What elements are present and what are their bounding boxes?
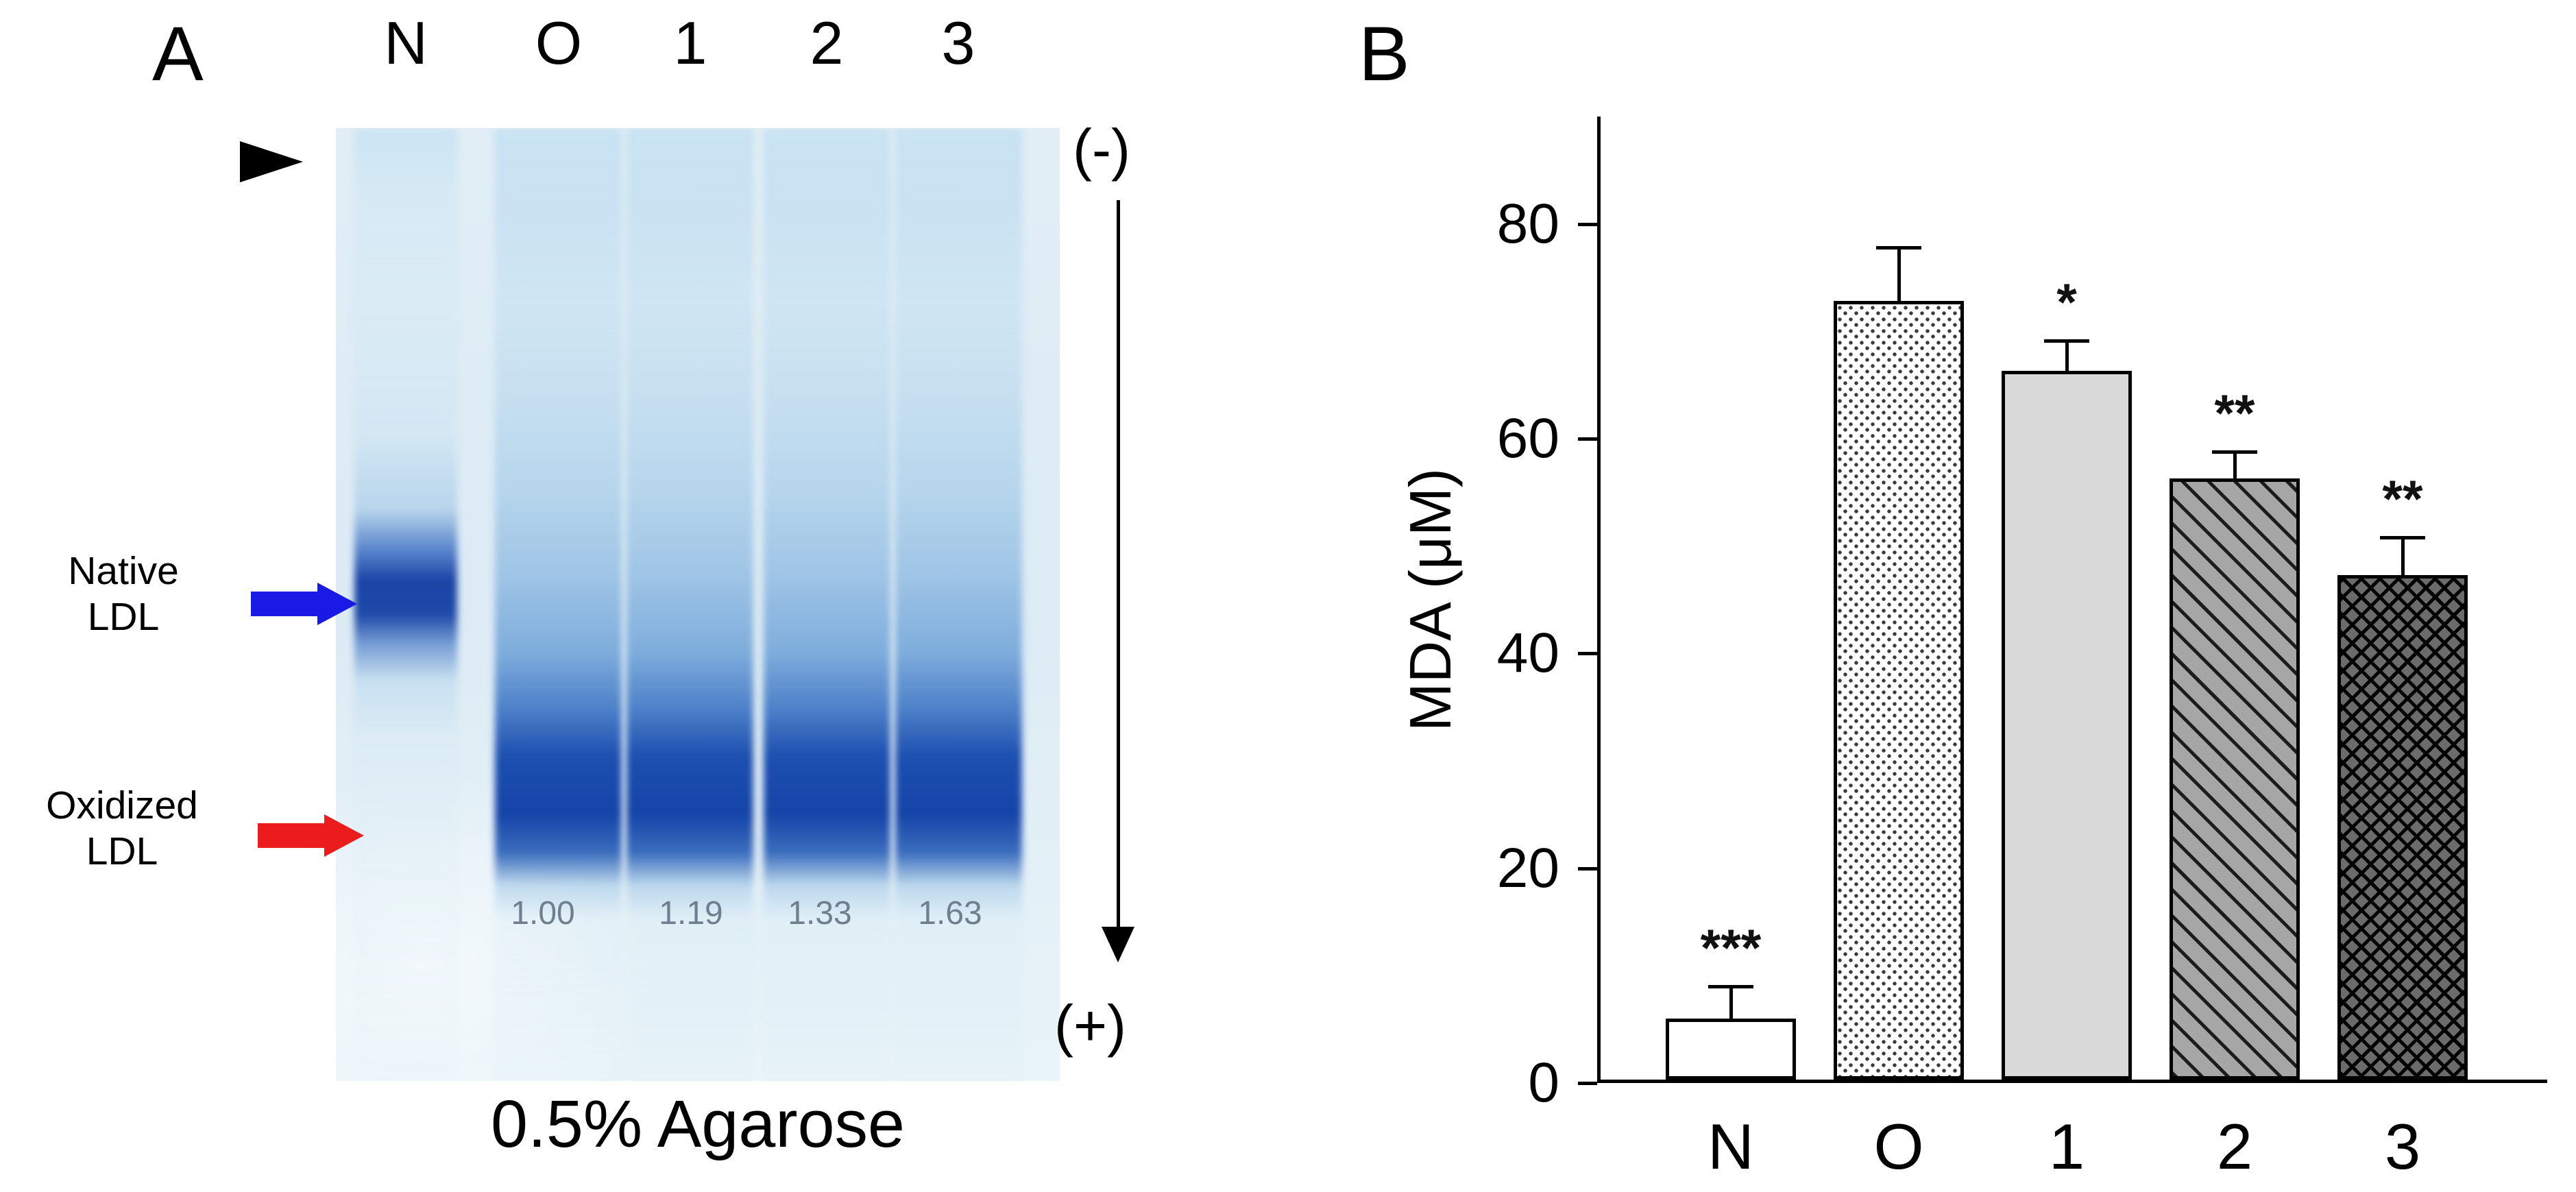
y-tick-mark: [1578, 652, 1597, 656]
gel-lane-1: [627, 128, 753, 1081]
error-bar-cap: [2044, 339, 2089, 343]
gel-lane-n: [354, 128, 457, 1081]
bar-chart: 0 20 40 60 80 *** N O * 1 ** 2 ** 3: [1497, 117, 2547, 1182]
y-axis-label: MDA (μM): [1398, 467, 1463, 732]
x-tick-label: 1: [2048, 1110, 2085, 1182]
lane-label-2: 2: [810, 9, 844, 77]
error-bar-cap: [1708, 984, 1753, 988]
lane-label-1: 1: [673, 9, 707, 77]
native-ldl-label: Native LDL: [68, 549, 179, 639]
error-bar: [2401, 537, 2405, 577]
gel-lane-o: [495, 128, 622, 1081]
significance-label: **: [2214, 384, 2255, 443]
gel-caption: 0.5% Agarose: [491, 1086, 905, 1161]
significance-label: ***: [1700, 919, 1762, 977]
x-tick-label: O: [1873, 1110, 1924, 1182]
lane-label-n: N: [384, 9, 428, 77]
rem-value: 1.33: [788, 895, 852, 932]
rem-value: 1.19: [659, 895, 723, 932]
bar-o: [1834, 301, 1964, 1080]
error-bar-cap: [1876, 245, 1921, 250]
y-tick-mark: [1578, 866, 1597, 871]
lane-label-o: O: [535, 9, 583, 77]
electrode-negative-label: (-): [1073, 117, 1130, 182]
bar-1: [2002, 371, 2132, 1080]
rem-value: 1.63: [918, 895, 982, 932]
error-bar-cap: [2380, 535, 2425, 539]
error-bar: [1897, 247, 1901, 304]
rem-value: 1.00: [511, 895, 575, 932]
y-tick-label: 80: [1496, 192, 1559, 255]
gel-lane-2: [764, 128, 890, 1081]
x-tick-label: 3: [2384, 1110, 2421, 1182]
error-bar: [2065, 341, 2069, 373]
well-position-arrowhead-icon: [240, 141, 303, 182]
oxidized-ldl-label: Oxidized LDL: [46, 783, 198, 873]
native-ldl-arrowhead-icon: [317, 583, 357, 625]
y-tick-label: 60: [1496, 407, 1559, 470]
native-ldl-arrow-icon: [251, 592, 317, 616]
y-tick-label: 20: [1496, 836, 1559, 899]
error-bar-cap: [2212, 450, 2257, 454]
bar-2: [2170, 478, 2300, 1080]
migration-direction-arrow-icon: [1117, 200, 1120, 928]
panel-b-label: B: [1359, 11, 1410, 97]
bar-n: [1666, 1018, 1796, 1080]
migration-direction-arrowhead-icon: [1102, 927, 1134, 962]
error-bar: [1729, 986, 1733, 1021]
y-tick-mark: [1578, 437, 1597, 441]
y-tick-mark: [1578, 1082, 1597, 1085]
gel-lane-3: [895, 128, 1022, 1081]
y-tick-mark: [1578, 222, 1597, 226]
oxidized-ldl-arrow-icon: [258, 823, 324, 848]
bar-3: [2337, 574, 2468, 1080]
error-bar: [2233, 451, 2237, 481]
x-tick-label: N: [1708, 1110, 1754, 1182]
oxidized-ldl-arrowhead-icon: [324, 814, 364, 857]
x-tick-label: 2: [2216, 1110, 2253, 1182]
electrode-positive-label: (+): [1054, 993, 1126, 1058]
significance-label: *: [2056, 273, 2077, 332]
y-tick-label: 0: [1528, 1051, 1559, 1114]
lane-label-3: 3: [941, 9, 975, 77]
panel-a-label: A: [152, 11, 204, 97]
y-tick-label: 40: [1496, 622, 1559, 685]
gel-image: 1.00 1.19 1.33 1.63: [336, 128, 1060, 1081]
significance-label: **: [2382, 470, 2423, 528]
